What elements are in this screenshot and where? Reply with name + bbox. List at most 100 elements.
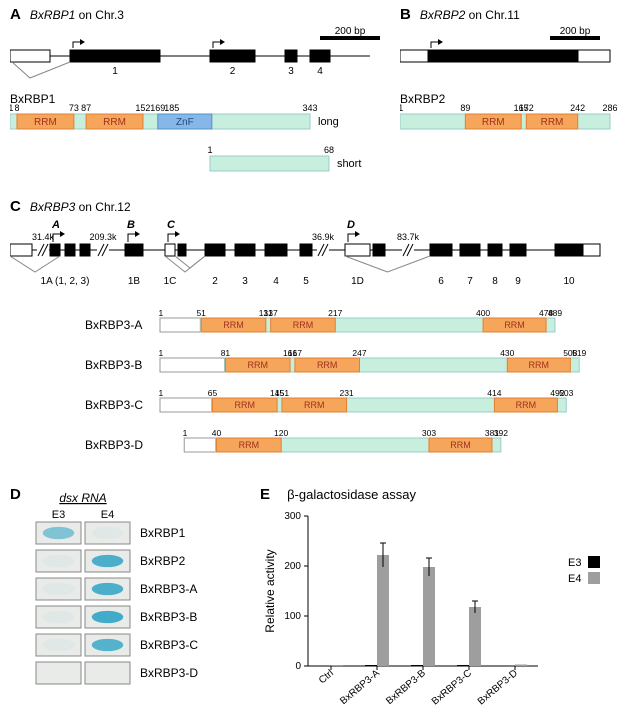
svg-text:89: 89	[460, 103, 470, 113]
svg-text:1A (1, 2, 3): 1A (1, 2, 3)	[41, 276, 90, 287]
panel-b-gene: BxRBP2	[420, 8, 465, 22]
panel-c-label: C	[10, 198, 21, 215]
svg-text:100: 100	[284, 611, 301, 622]
svg-text:1: 1	[183, 428, 188, 438]
svg-text:172: 172	[519, 103, 534, 113]
svg-text:1B: 1B	[128, 276, 141, 287]
svg-text:1: 1	[400, 103, 403, 113]
svg-text:73: 73	[69, 103, 79, 113]
svg-text:E4: E4	[568, 573, 581, 585]
svg-text:81: 81	[221, 348, 231, 358]
svg-text:247: 247	[352, 348, 366, 358]
svg-text:36.9k: 36.9k	[312, 232, 335, 242]
svg-text:242: 242	[570, 103, 585, 113]
panel-e-label: E	[260, 486, 270, 503]
svg-text:RRM: RRM	[103, 117, 126, 128]
svg-text:151: 151	[275, 388, 289, 398]
panel-c-protein-svg: BxRBP3-A151131137217400478489RRMRRMRRMBx…	[10, 300, 630, 470]
panel-b-gene-svg: 200 bp	[400, 24, 630, 74]
svg-text:RRM: RRM	[304, 400, 325, 410]
svg-text:343: 343	[302, 103, 317, 113]
svg-text:1: 1	[207, 145, 212, 155]
svg-text:400: 400	[476, 308, 490, 318]
svg-text:BxRBP3-A: BxRBP3-A	[338, 668, 382, 707]
svg-text:short: short	[337, 158, 361, 170]
svg-text:RRM: RRM	[450, 440, 471, 450]
svg-text:65: 65	[208, 388, 218, 398]
svg-text:5: 5	[303, 276, 309, 287]
panel-b-protein-svg: 189165172242286RRMRRM	[400, 100, 630, 140]
svg-text:4: 4	[317, 66, 323, 77]
svg-text:414: 414	[487, 388, 501, 398]
svg-text:200 bp: 200 bp	[560, 26, 591, 37]
svg-text:RRM: RRM	[504, 320, 525, 330]
svg-text:BxRBP3-D: BxRBP3-D	[140, 666, 198, 680]
svg-text:1: 1	[10, 103, 13, 113]
svg-text:BxRBP2: BxRBP2	[140, 554, 186, 568]
svg-text:169: 169	[150, 103, 165, 113]
panel-a: A BxRBP1 on Chr.3	[10, 6, 124, 23]
svg-text:10: 10	[563, 276, 575, 287]
svg-text:217: 217	[328, 308, 342, 318]
svg-text:RRM: RRM	[239, 440, 260, 450]
svg-text:9: 9	[515, 276, 521, 287]
svg-text:BxRBP3-A: BxRBP3-A	[85, 318, 142, 332]
svg-text:BxRBP3-C: BxRBP3-C	[85, 398, 143, 412]
panel-e: E β-galactosidase assay	[260, 486, 416, 503]
svg-text:E3: E3	[52, 509, 65, 521]
panel-b-label: B	[400, 6, 411, 23]
svg-text:RRM: RRM	[529, 360, 550, 370]
svg-text:8: 8	[492, 276, 498, 287]
svg-text:3: 3	[288, 66, 294, 77]
svg-text:RRM: RRM	[235, 400, 256, 410]
svg-text:BxRBP3-A: BxRBP3-A	[140, 582, 197, 596]
svg-text:RRM: RRM	[541, 117, 564, 128]
panel-a-gene-svg: 200 bp1234	[10, 24, 410, 84]
svg-text:BxRBP3-C: BxRBP3-C	[430, 668, 474, 708]
svg-text:long: long	[318, 116, 339, 128]
panel-e-svg: 0100200300Relative activityCtrlBxRBP3-AB…	[260, 506, 630, 726]
svg-text:2: 2	[212, 276, 218, 287]
svg-text:392: 392	[494, 428, 508, 438]
svg-text:51: 51	[196, 308, 206, 318]
svg-text:120: 120	[274, 428, 288, 438]
svg-text:C: C	[167, 219, 176, 231]
panel-e-title: β-galactosidase assay	[287, 487, 416, 502]
panel-d-label: D	[10, 486, 21, 503]
svg-text:200 bp: 200 bp	[335, 26, 366, 37]
svg-text:1C: 1C	[164, 276, 177, 287]
svg-text:BxRBP3-B: BxRBP3-B	[85, 358, 142, 372]
svg-text:40: 40	[212, 428, 222, 438]
svg-text:dsx RNA: dsx RNA	[59, 491, 106, 505]
svg-text:RRM: RRM	[516, 400, 537, 410]
svg-text:D: D	[347, 219, 355, 231]
svg-text:87: 87	[81, 103, 91, 113]
svg-text:BxRBP3-D: BxRBP3-D	[85, 438, 143, 452]
svg-text:2: 2	[230, 66, 236, 77]
svg-text:167: 167	[288, 348, 302, 358]
svg-text:231: 231	[339, 388, 353, 398]
svg-text:152: 152	[135, 103, 150, 113]
panel-c-chr: on Chr.12	[75, 200, 130, 214]
svg-text:RRM: RRM	[293, 320, 314, 330]
svg-text:300: 300	[284, 511, 301, 522]
svg-text:1: 1	[158, 308, 163, 318]
panel-c: C BxRBP3 on Chr.12	[10, 198, 131, 215]
svg-text:209.3k: 209.3k	[89, 232, 117, 242]
panel-a-protein-svg: 187387152169185343RRMRRMZnFlong168short	[10, 100, 410, 190]
svg-text:Ctrl: Ctrl	[317, 668, 336, 686]
svg-text:RRM: RRM	[223, 320, 244, 330]
panel-c-gene-svg: 31.4k209.3k36.9k83.7k1A (1, 2, 3)A1BB1CC…	[10, 216, 630, 296]
svg-text:137: 137	[264, 308, 278, 318]
svg-text:68: 68	[324, 145, 334, 155]
panel-a-label: A	[10, 6, 21, 23]
svg-text:Relative activity: Relative activity	[263, 549, 277, 632]
svg-text:BxRBP3-B: BxRBP3-B	[384, 668, 428, 707]
svg-text:4: 4	[273, 276, 279, 287]
svg-text:BxRBP3-C: BxRBP3-C	[140, 638, 198, 652]
svg-text:185: 185	[164, 103, 179, 113]
panel-c-gene: BxRBP3	[30, 200, 75, 214]
svg-text:1D: 1D	[351, 276, 364, 287]
svg-text:31.4k: 31.4k	[32, 232, 55, 242]
svg-text:RRM: RRM	[247, 360, 268, 370]
